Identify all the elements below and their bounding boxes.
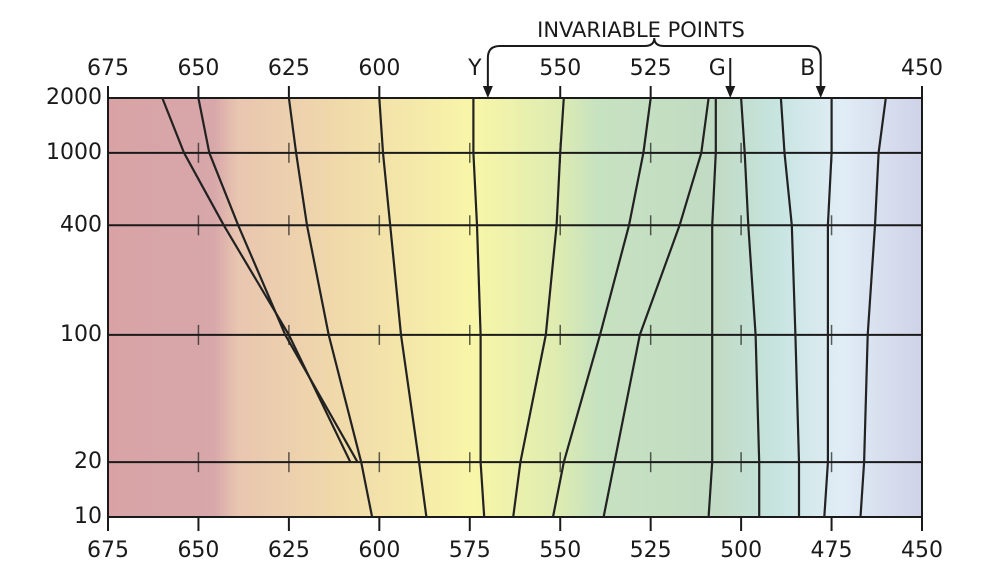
invariable-label: G <box>709 56 726 81</box>
hue-line <box>859 97 887 518</box>
x-tick-label: 675 <box>87 538 129 563</box>
hue-line <box>512 97 565 518</box>
x-tick-label: 625 <box>268 538 310 563</box>
x-tick-label: 450 <box>901 538 943 563</box>
x-tick-label: 575 <box>449 538 491 563</box>
x-tick-label: 650 <box>177 538 219 563</box>
invariable-label: B <box>800 56 815 81</box>
hue-line <box>823 98 833 518</box>
y-tick-label: 2000 <box>46 85 102 110</box>
arrow-head <box>725 86 736 98</box>
y-tick-label: 100 <box>60 322 102 347</box>
hue-line <box>779 97 801 517</box>
bracket <box>486 37 822 59</box>
plot-frame <box>107 97 923 518</box>
x-tick-label: 525 <box>630 538 672 563</box>
annotation: INVARIABLE POINTS <box>537 18 745 42</box>
top-tick-label: 625 <box>268 56 310 81</box>
top-tick-label: 675 <box>87 56 129 81</box>
y-tick-label: 20 <box>74 449 102 474</box>
y-tick-label: 1000 <box>46 140 102 165</box>
x-tick-label: 600 <box>358 538 400 563</box>
y-tick-label: 400 <box>60 212 102 237</box>
arrow-head <box>815 86 826 98</box>
hue-line <box>551 97 652 518</box>
top-tick-label: 600 <box>358 56 400 81</box>
hue-line <box>197 97 359 463</box>
y-tick-label: 10 <box>74 504 102 529</box>
hue-line <box>472 98 486 518</box>
top-tick-label: 450 <box>901 56 943 81</box>
x-tick-label: 550 <box>539 538 581 563</box>
x-tick-label: 475 <box>811 538 853 563</box>
x-tick-label: 500 <box>720 538 762 563</box>
hue-line <box>287 97 374 518</box>
top-tick-label: 550 <box>539 56 581 81</box>
top-tick-label: 525 <box>630 56 672 81</box>
hue-line <box>707 98 717 518</box>
invariable-label: Y <box>467 56 482 81</box>
hue-line <box>378 97 428 518</box>
hue-line <box>602 97 710 518</box>
arrow-head <box>482 86 493 98</box>
hue-line <box>740 97 761 517</box>
top-tick-label: 650 <box>177 56 219 81</box>
spectrum-background <box>108 98 922 517</box>
